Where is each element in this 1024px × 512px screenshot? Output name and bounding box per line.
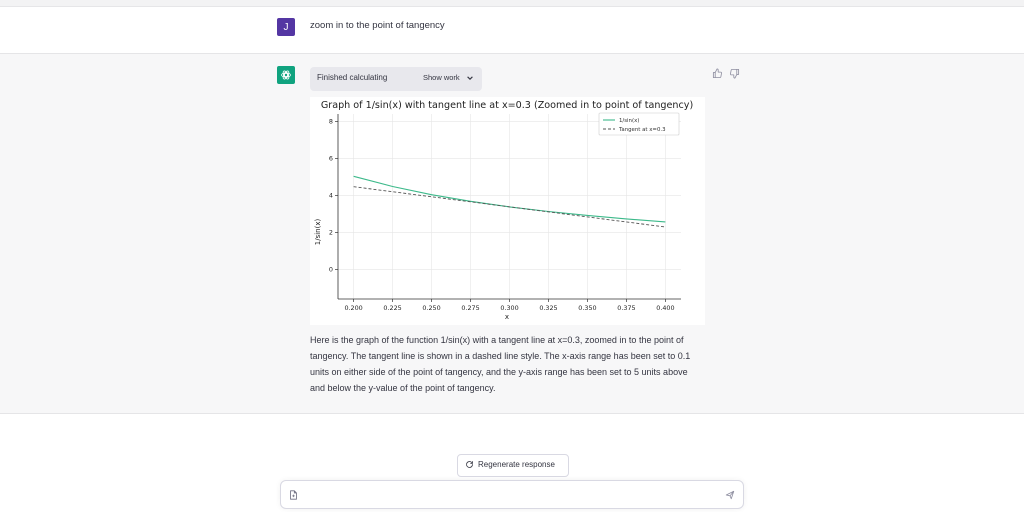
legend-label-series-1: 1/sin(x) [619,118,639,124]
user-message-text: zoom in to the point of tangency [310,20,445,31]
regenerate-response-label: Regenerate response [478,460,555,469]
x-tick-label: 0.225 [383,304,401,312]
x-tick-label: 0.300 [500,304,518,312]
x-tick-label: 0.350 [578,304,596,312]
refresh-icon [466,461,473,468]
y-tick-label: 0 [329,266,333,274]
assistant-response-text: Here is the graph of the function 1/sin(… [310,335,691,393]
message-input[interactable] [280,480,744,509]
calculation-status-label: Finished calculating [317,73,388,82]
x-tick-label: 0.375 [617,304,635,312]
user-message-row: J zoom in to the point of tangency [0,7,1024,54]
legend-label-series-2: Tangent at x=0.3 [618,127,666,133]
chart-title: Graph of 1/sin(x) with tangent line at x… [321,100,693,111]
top-border [0,0,1024,7]
x-tick-label: 0.200 [344,304,362,312]
chart-figure: Graph of 1/sin(x) with tangent line at x… [310,97,705,325]
y-tick-label: 4 [329,192,333,200]
x-axis-label: x [505,313,509,321]
tangent-line [353,186,666,228]
y-tick-label: 6 [329,155,333,163]
chevron-down-icon[interactable] [466,74,474,82]
x-tick-label: 0.275 [461,304,479,312]
chart-legend: 1/sin(x) Tangent at x=0.3 [598,112,680,136]
thumbs-down-icon[interactable] [729,68,740,79]
assistant-message-row: Finished calculating Show work Graph of … [0,54,1024,414]
attach-file-icon[interactable] [289,490,298,500]
calculation-status: Finished calculating Show work [310,67,482,91]
user-avatar: J [277,18,295,36]
regenerate-response-button[interactable]: Regenerate response [457,454,569,477]
legend-box [598,112,680,136]
x-tick-label: 0.325 [539,304,557,312]
y-axis-label: 1/sin(x) [314,219,322,246]
x-tick-label: 0.250 [422,304,440,312]
line-chart: Graph of 1/sin(x) with tangent line at x… [314,100,693,321]
openai-logo-icon [281,70,291,80]
y-tick-label: 2 [329,229,333,237]
x-tick-label: 0.400 [656,304,674,312]
show-work-button[interactable]: Show work [423,73,460,82]
thumbs-up-icon[interactable] [712,68,723,79]
send-icon[interactable] [725,490,735,500]
y-tick-label: 8 [329,118,333,126]
assistant-avatar [277,66,295,84]
